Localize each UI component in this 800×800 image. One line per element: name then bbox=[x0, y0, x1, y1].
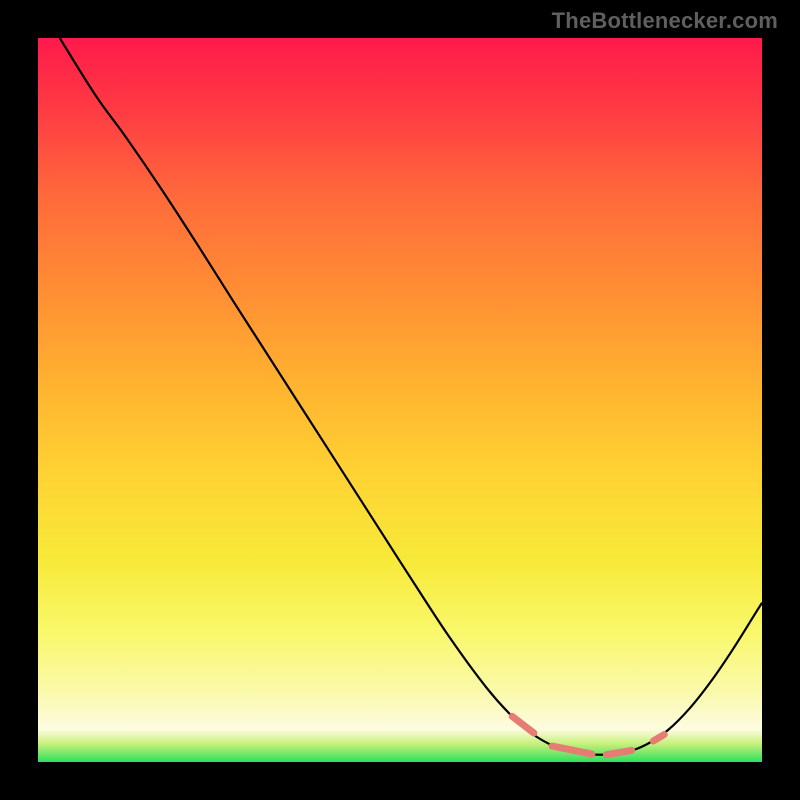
watermark-text: TheBottlenecker.com bbox=[552, 8, 778, 34]
curve-layer bbox=[38, 38, 762, 762]
highlight-segment bbox=[512, 716, 534, 733]
highlight-segment bbox=[552, 746, 592, 754]
highlight-segment bbox=[653, 734, 664, 741]
highlight-group bbox=[512, 716, 664, 754]
main-curve bbox=[60, 38, 762, 755]
chart-root: TheBottlenecker.com bbox=[0, 0, 800, 800]
plot-area bbox=[38, 38, 762, 762]
highlight-segment bbox=[606, 750, 631, 754]
